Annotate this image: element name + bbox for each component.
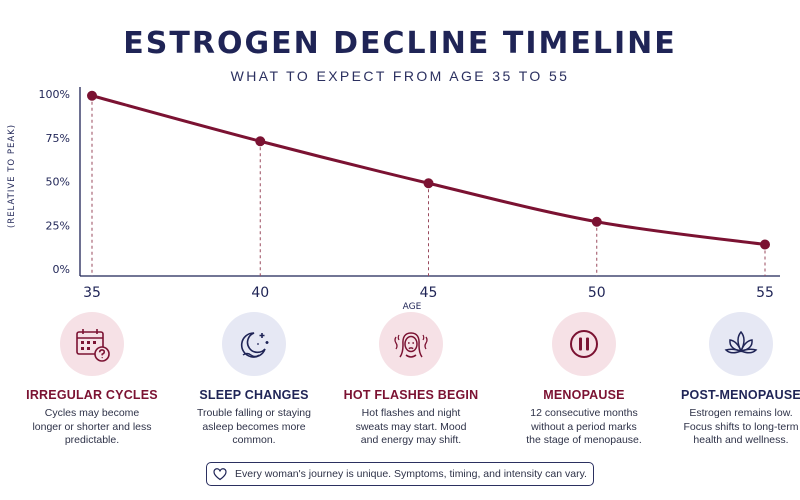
stage-hot-flashes-begin: HOT FLASHES BEGIN Hot flashes and night … <box>336 312 486 448</box>
stage-description: Trouble falling or staying asleep become… <box>196 407 311 446</box>
x-tick-label: 45 <box>420 285 438 301</box>
data-point <box>87 90 97 101</box>
stage-sleep-changes: SLEEP CHANGES Trouble falling or staying… <box>179 312 329 448</box>
disclaimer-text: Every woman's journey is unique. Symptom… <box>235 468 587 480</box>
pause-icon <box>552 312 616 376</box>
y-tick-label: 75% <box>46 132 70 145</box>
x-tick-label: 55 <box>756 285 774 301</box>
data-point <box>255 136 266 147</box>
moon-stars-icon <box>222 312 286 376</box>
stage-menopause: MENOPAUSE 12 consecutive months without … <box>509 312 659 448</box>
data-point <box>591 216 602 227</box>
disclaimer-note: Every woman's journey is unique. Symptom… <box>206 462 594 486</box>
y-tick-label: 50% <box>46 176 70 189</box>
stage-description: Cycles may become longer or shorter and … <box>32 407 152 446</box>
calendar-question-icon <box>60 312 124 376</box>
stage-description: 12 consecutive months without a period m… <box>526 407 642 446</box>
estrogen-line-chart: 0% 25% 50% 75% 100% 35 40 45 50 55 AGE (RELATIVE… <box>7 87 780 312</box>
heart-icon <box>213 467 227 480</box>
stage-irregular-cycles: IRREGULAR CYCLES Cycles may become longe… <box>17 312 167 448</box>
x-tick-label: 50 <box>588 285 606 301</box>
stage-title: IRREGULAR CYCLES <box>26 388 158 402</box>
data-point <box>760 239 770 250</box>
stage-post-menopause: POST-MENOPAUSE Estrogen remains low. Foc… <box>666 312 800 448</box>
stage-title: HOT FLASHES BEGIN <box>343 388 479 402</box>
x-tick-label: 40 <box>251 285 269 301</box>
stage-title: SLEEP CHANGES <box>199 388 309 402</box>
woman-heat-icon <box>379 312 443 376</box>
data-point <box>423 178 434 189</box>
page-title: ESTROGEN DECLINE TIMELINE <box>123 26 677 61</box>
stage-description: Estrogen remains low. Focus shifts to lo… <box>683 407 799 446</box>
y-tick-label: 100% <box>39 88 70 101</box>
x-axis-label: AGE <box>403 302 422 312</box>
y-axis-label: (RELATIVE TO PEAK) <box>7 124 17 228</box>
page-subtitle: WHAT TO EXPECT FROM AGE 35 TO 55 <box>230 68 570 84</box>
y-tick-label: 0% <box>53 263 70 276</box>
y-tick-label: 25% <box>46 219 70 232</box>
x-tick-label: 35 <box>83 285 101 301</box>
lotus-icon <box>709 312 773 376</box>
stage-title: MENOPAUSE <box>543 388 625 402</box>
stage-title: POST-MENOPAUSE <box>681 388 800 402</box>
stage-description: Hot flashes and night sweats may start. … <box>355 407 467 446</box>
